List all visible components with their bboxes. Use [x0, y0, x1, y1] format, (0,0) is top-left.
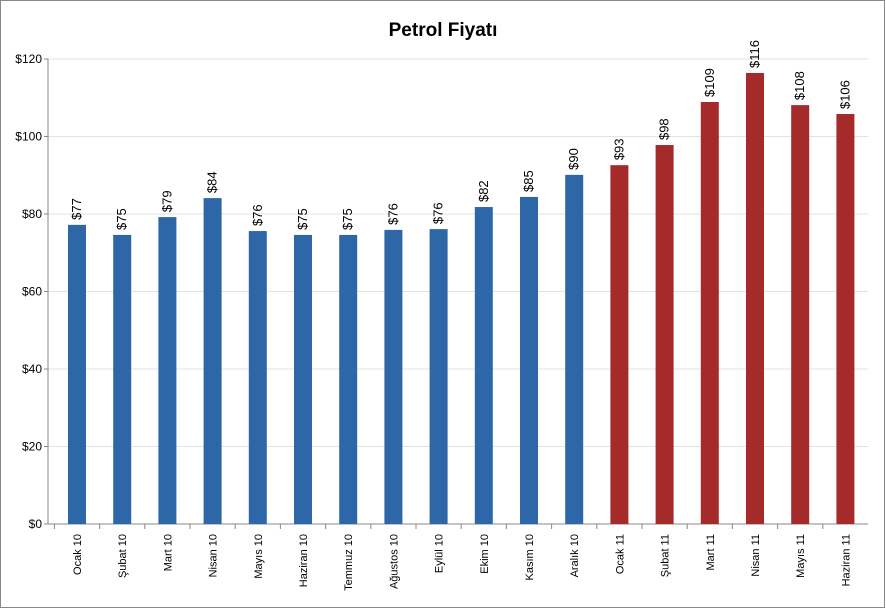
x-tick-label: Ekim 10 [479, 534, 491, 574]
bar [68, 224, 86, 524]
bar [655, 145, 674, 524]
bar [248, 231, 267, 525]
x-tick-label: Ocak 11 [614, 534, 626, 574]
y-tick-label: $40 [22, 362, 42, 376]
chart-title: Petrol Fiyatı [389, 20, 498, 41]
y-tick-label: $80 [22, 207, 42, 221]
bar [113, 234, 132, 525]
value-label: $76 [250, 204, 265, 226]
x-tick-label: Mart 10 [162, 534, 174, 571]
x-tick-label: Aralık 10 [569, 534, 581, 577]
value-label: $75 [340, 208, 355, 230]
value-label: $98 [657, 118, 672, 140]
bar [610, 165, 629, 525]
bar [429, 229, 448, 525]
bar [520, 196, 538, 524]
x-tick-label: Kasım 10 [524, 534, 536, 580]
x-tick-label: Haziran 10 [298, 534, 310, 587]
x-tick-label: Mayıs 11 [795, 534, 807, 578]
x-tick-label: Temmuz 10 [343, 534, 355, 591]
y-tick-label: $0 [29, 517, 43, 531]
value-label: $82 [476, 180, 491, 202]
value-label: $109 [702, 68, 717, 97]
bar [565, 174, 584, 525]
value-label: $75 [114, 208, 129, 230]
x-tick-label: Nisan 11 [750, 534, 762, 577]
value-label: $84 [205, 171, 220, 193]
value-label: $79 [159, 190, 174, 212]
bar [746, 72, 764, 524]
bar [203, 198, 222, 525]
value-label: $108 [792, 71, 807, 100]
value-label: $90 [566, 148, 581, 170]
value-label: $76 [431, 202, 446, 224]
x-tick-label: Şubat 11 [660, 534, 672, 577]
bar [791, 105, 810, 525]
bar [339, 234, 358, 525]
x-tick-label: Nisan 10 [208, 534, 220, 577]
value-label: $106 [837, 80, 852, 109]
value-label: $85 [521, 170, 536, 192]
bar [474, 207, 493, 524]
y-tick-label: $100 [15, 130, 42, 144]
x-tick-label: Şubat 10 [117, 534, 129, 578]
bar [700, 102, 719, 524]
x-tick-label: Mart 11 [705, 534, 717, 570]
y-tick-label: $120 [15, 52, 42, 66]
value-label: $93 [611, 138, 626, 160]
x-tick-label: Mayıs 10 [253, 534, 265, 579]
x-tick-label: Eylül 10 [434, 534, 446, 573]
x-tick-label: Ağustos 10 [388, 534, 400, 589]
y-tick-label: $20 [22, 440, 42, 454]
bar [836, 114, 855, 525]
bar [158, 217, 177, 524]
value-label: $76 [385, 203, 400, 225]
x-tick-label: Haziran 11 [840, 534, 852, 586]
bar [294, 234, 312, 525]
value-label: $116 [747, 40, 762, 68]
bar [384, 229, 403, 524]
value-label: $75 [295, 208, 310, 230]
x-tick-label: Ocak 10 [72, 534, 84, 575]
value-label: $77 [69, 198, 84, 220]
y-tick-label: $60 [22, 285, 42, 299]
